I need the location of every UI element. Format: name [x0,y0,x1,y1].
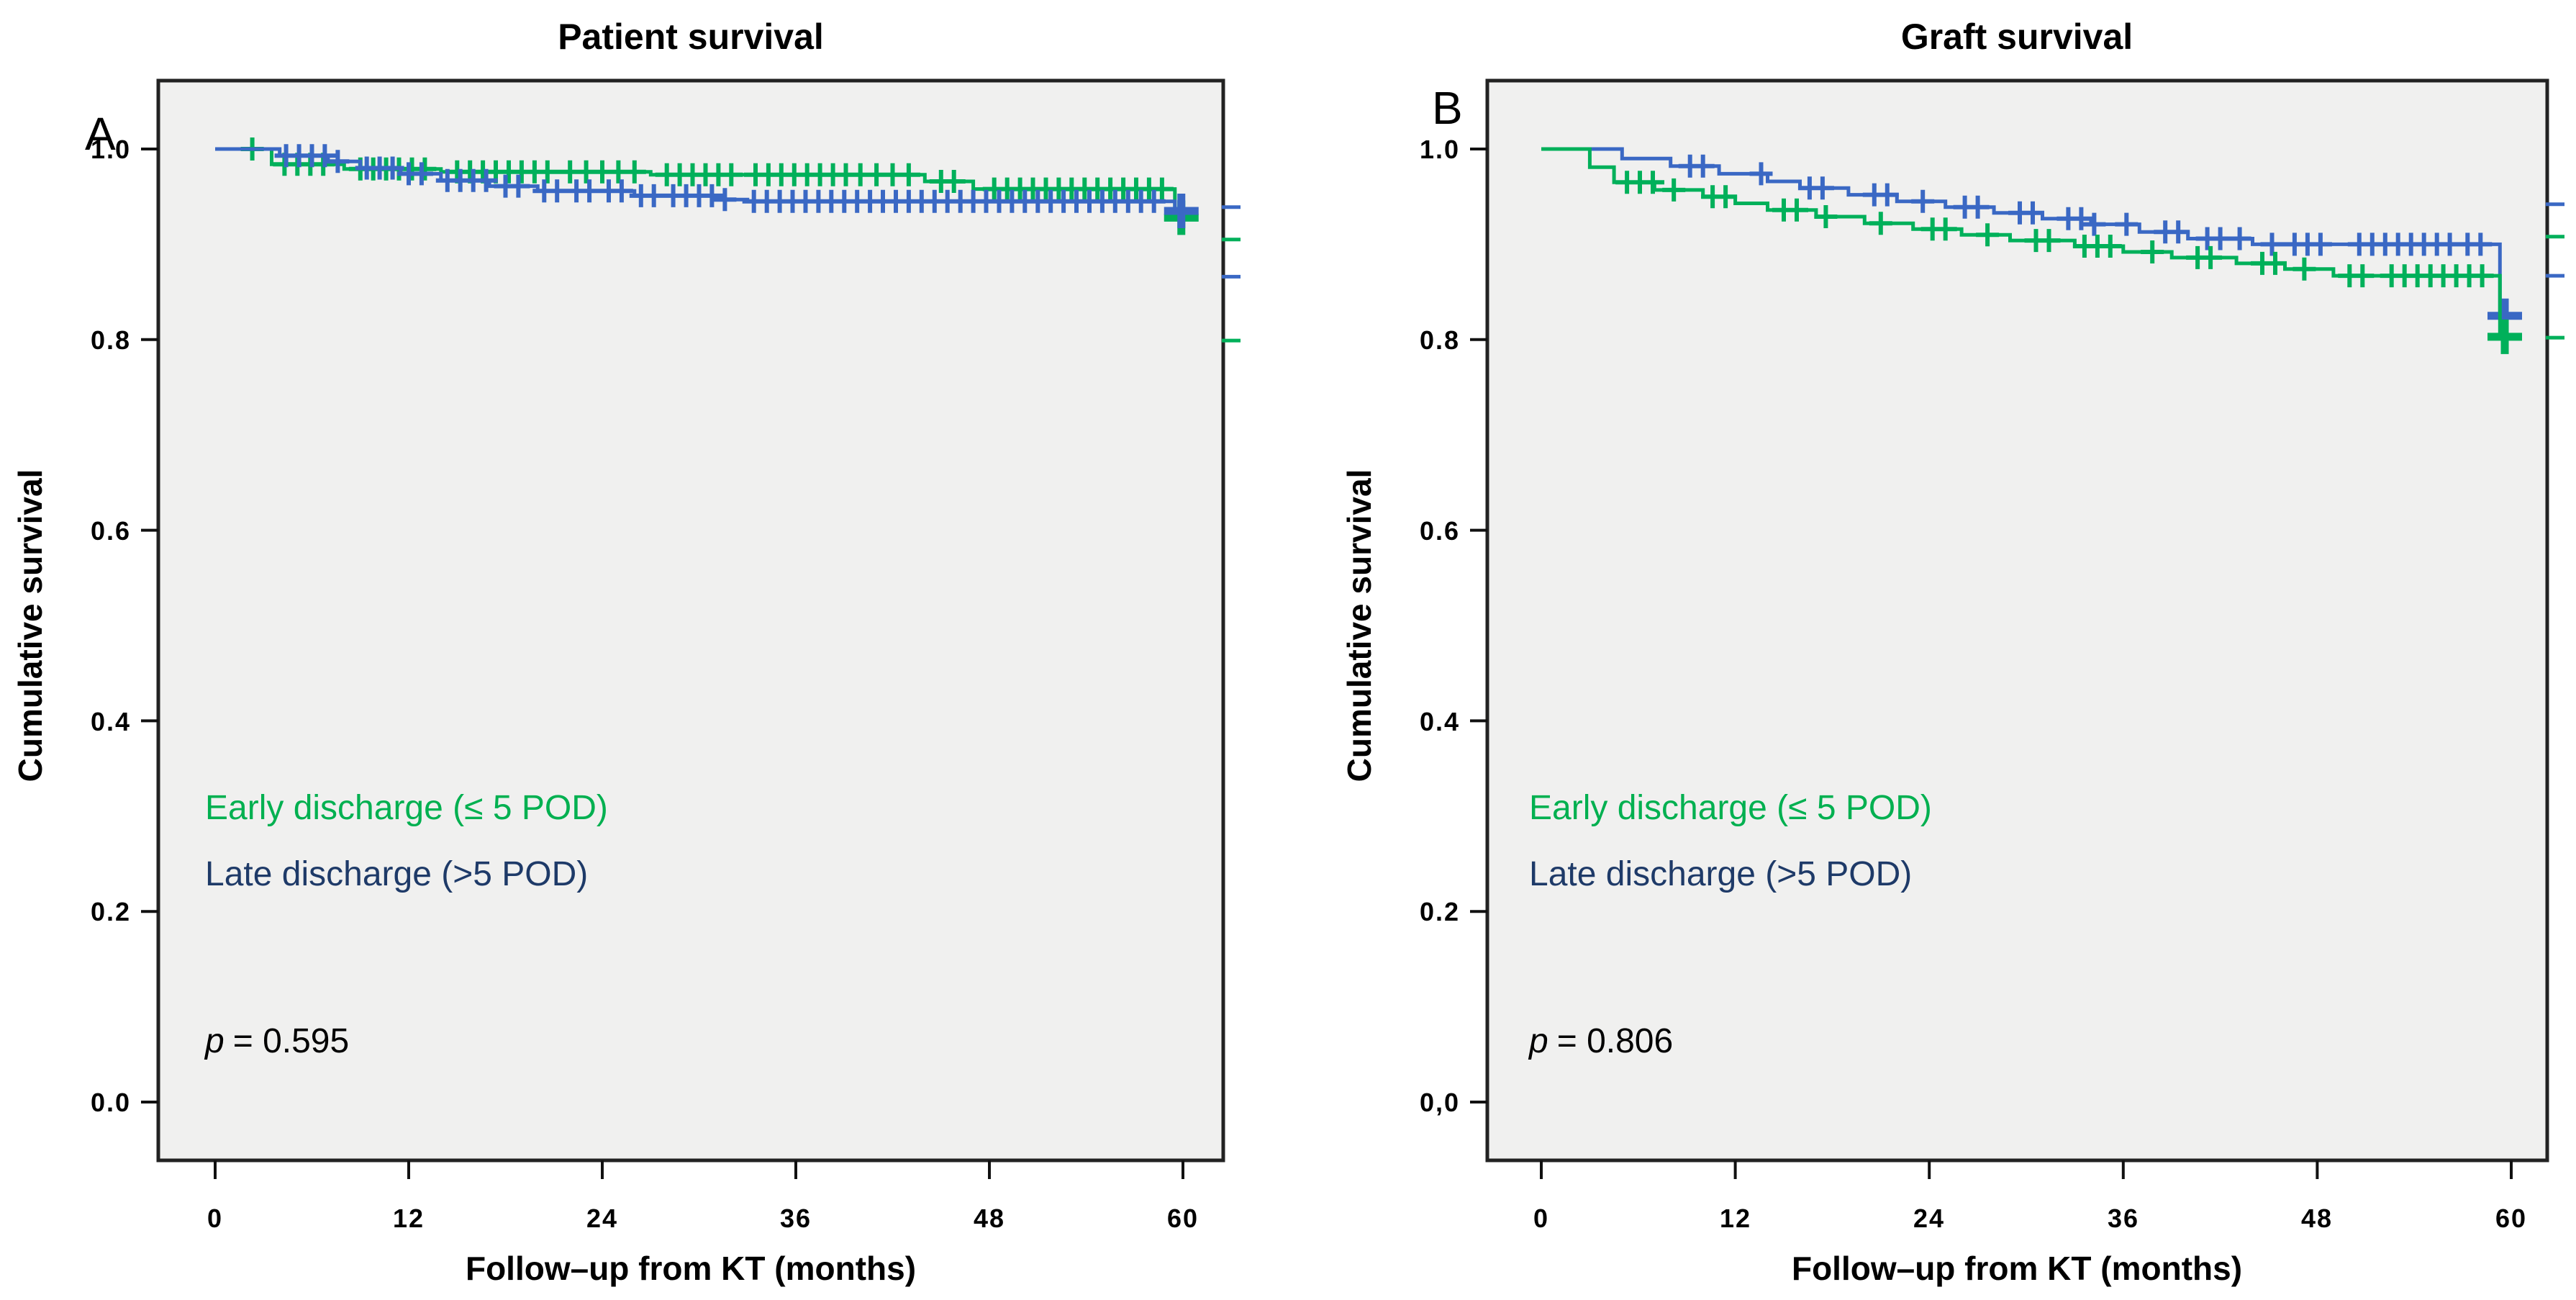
y-tick-label: 0.8 [1420,325,1460,355]
x-tick-label: 12 [1720,1204,1751,1233]
y-tick-label: 1.0 [1420,135,1460,164]
p-value: p = 0.595 [204,1022,349,1060]
y-tick-label: 0.8 [91,325,131,355]
y-tick-label: 0,0 [1420,1088,1460,1117]
panel-a-dynamic [141,78,1241,1179]
y-tick-label: 0.0 [91,1088,131,1117]
y-tick-label: 0.6 [91,516,131,546]
x-tick-label: 0 [1533,1204,1549,1233]
legend-early-discharge: Early discharge (≤ 5 POD) [205,789,608,827]
x-tick-label: 48 [974,1204,1005,1233]
legend-late-discharge: Late discharge (>5 POD) [205,855,588,893]
p-symbol: p [1528,1022,1548,1060]
legend-late-discharge: Late discharge (>5 POD) [1529,855,1912,893]
x-tick-label: 24 [1913,1204,1945,1233]
y-tick-label: 0.4 [91,707,131,736]
panel-b-title: Graft survival [1901,17,2133,57]
p-number: = 0.595 [233,1022,349,1060]
panel-b-x-axis-label: Follow–up from KT (months) [1792,1250,2242,1287]
panel-b: B Graft survival Cumulative survival Fol… [1341,17,2564,1287]
y-tick-label: 0.2 [91,897,131,926]
p-value: p = 0.806 [1528,1022,1673,1060]
x-tick-label: 36 [2108,1204,2139,1233]
x-tick-label: 24 [586,1204,618,1233]
panel-a-x-axis-label: Follow–up from KT (months) [466,1250,916,1287]
panel-a-title: Patient survival [558,17,824,57]
panel-a: A Patient survival Cumulative survival F… [12,17,1241,1287]
panel-b-dynamic [1470,78,2564,1179]
x-tick-label: 12 [393,1204,425,1233]
panel-a-corner-label: A [85,108,116,160]
legend-early-discharge: Early discharge (≤ 5 POD) [1529,789,1932,827]
x-tick-label: 48 [2301,1204,2333,1233]
x-tick-label: 60 [2495,1204,2527,1233]
x-tick-label: 60 [1167,1204,1199,1233]
panel-a-y-axis-label: Cumulative survival [12,469,49,782]
y-tick-label: 0.4 [1420,707,1460,736]
y-tick-label: 0.6 [1420,516,1460,546]
panel-b-corner-label: B [1432,82,1463,134]
x-tick-label: 36 [780,1204,812,1233]
x-tick-label: 0 [207,1204,223,1233]
p-number: = 0.806 [1557,1022,1673,1060]
y-tick-label: 0.2 [1420,897,1460,926]
p-symbol: p [204,1022,225,1060]
panel-b-y-axis-label: Cumulative survival [1341,469,1378,782]
y-tick-label: 1.0 [91,135,131,164]
